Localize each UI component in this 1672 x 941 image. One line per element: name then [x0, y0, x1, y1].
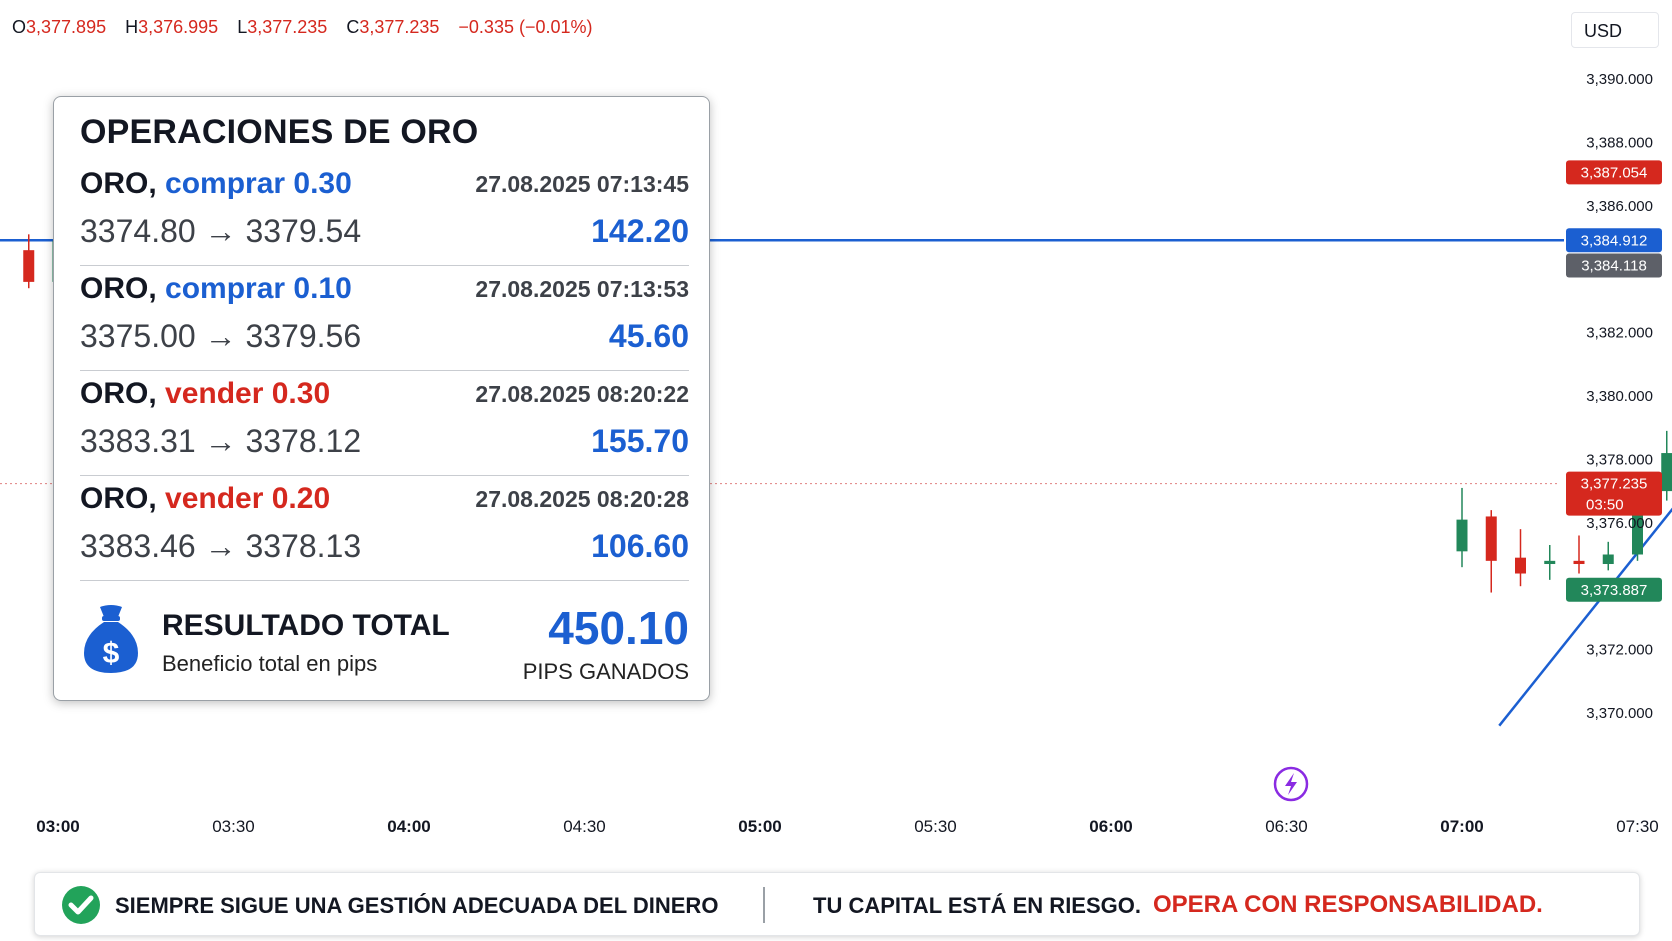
banner-responsibility: OPERA CON RESPONSABILIDAD.	[1153, 891, 1543, 918]
x-axis-label: 07:30	[1616, 817, 1659, 836]
currency-selector[interactable]: USD	[1571, 12, 1659, 48]
trade-side: vender	[165, 482, 264, 515]
open-key: O	[12, 17, 27, 37]
y-axis-label: 3,388.000	[1586, 134, 1653, 151]
trade-side: comprar	[165, 167, 286, 200]
total-unit: PIPS GANADOS	[522, 659, 689, 684]
banner-money-management: SIEMPRE SIGUE UNA GESTIÓN ADECUADA DEL D…	[115, 893, 719, 918]
total-value: 450.10	[548, 602, 689, 654]
trade-pips: 155.70	[591, 423, 689, 459]
y-axis-label: 3,370.000	[1586, 705, 1653, 722]
panel-title: OPERACIONES DE ORO	[80, 113, 479, 151]
candle	[1485, 510, 1497, 593]
trade-lot: 0.20	[271, 482, 331, 515]
trend-line[interactable]	[1498, 238, 1672, 727]
x-axis-label: 04:00	[387, 817, 430, 836]
trade-lot: 0.30	[293, 167, 352, 200]
trade-lot: 0.30	[271, 377, 331, 410]
candle	[1602, 541, 1614, 571]
price-tag-value: 3,377.235	[1581, 476, 1648, 493]
trade-symbol: ORO,	[80, 377, 157, 410]
trade-title: ORO, comprar 0.30	[80, 167, 352, 201]
trade-side: comprar	[165, 272, 286, 305]
y-axis-label: 3,390.000	[1586, 71, 1653, 88]
trade-symbol: ORO,	[80, 272, 157, 305]
price-tag: 3,384.912	[1566, 228, 1662, 253]
trade-title: ORO, vender 0.20	[80, 482, 330, 516]
candle	[23, 234, 35, 289]
close-value: 3,377.235	[359, 17, 440, 37]
money-bag-icon: $	[84, 605, 138, 673]
total-subtitle: Beneficio total en pips	[162, 651, 378, 676]
trade-symbol: ORO,	[80, 482, 157, 515]
trade-date: 27.08.2025 07:13:45	[475, 171, 689, 197]
y-axis-label: 3,386.000	[1586, 198, 1653, 215]
lightning-icon[interactable]	[1273, 766, 1309, 802]
candle	[1573, 535, 1585, 574]
price-tag-value: 3,387.054	[1581, 164, 1648, 181]
x-axis-label: 06:00	[1089, 817, 1132, 836]
y-axis-label: 3,382.000	[1586, 325, 1653, 342]
y-axis-label: 3,378.000	[1586, 451, 1653, 468]
total-result: $ RESULTADO TOTAL Beneficio total en pip…	[80, 581, 689, 701]
trade-side: vender	[165, 377, 264, 410]
price-tag: 3,373.887	[1566, 577, 1662, 602]
low-value: 3,377.235	[247, 17, 328, 37]
y-axis-label: 3,372.000	[1586, 642, 1653, 659]
low-key: L	[237, 17, 248, 37]
candle	[1456, 487, 1468, 568]
candle	[1661, 430, 1672, 501]
ohlc-readout: O3,377.895 H3,376.995 L3,377.235 C3,377.…	[12, 17, 607, 38]
high-value: 3,376.995	[138, 17, 219, 37]
trade-pips: 45.60	[608, 318, 689, 354]
price-tag: 3,377.235 03:50	[1566, 471, 1662, 516]
change-value: −0.335 (−0.01%)	[458, 17, 593, 37]
x-axis-label: 03:00	[36, 817, 79, 836]
risk-banner: SIEMPRE SIGUE UNA GESTIÓN ADECUADA DEL D…	[34, 872, 1640, 936]
trade-row: ORO, vender 0.30 27.08.2025 08:20:22 3383.…	[80, 371, 689, 476]
trade-row: ORO, comprar 0.10 27.08.2025 07:13:53 3375…	[80, 266, 689, 371]
price-tag-countdown: 03:50	[1586, 497, 1624, 514]
x-axis-label: 05:30	[914, 817, 957, 836]
trade-title: ORO, comprar 0.10	[80, 272, 352, 306]
open-value: 3,377.895	[26, 17, 107, 37]
trade-prices: 3383.46 → 3378.13	[80, 528, 362, 564]
x-axis-label: 06:30	[1265, 817, 1308, 836]
trade-date: 27.08.2025 08:20:22	[475, 381, 689, 407]
trade-date: 27.08.2025 07:13:53	[475, 276, 689, 302]
trade-lot: 0.10	[293, 272, 352, 305]
trade-title: ORO, vender 0.30	[80, 377, 330, 411]
price-tag-value: 3,384.118	[1581, 257, 1647, 274]
y-axis-label: 3,376.000	[1586, 515, 1653, 532]
price-tag-value: 3,384.912	[1581, 232, 1648, 249]
price-tag: 3,384.118	[1566, 253, 1662, 278]
svg-text:$: $	[103, 637, 120, 670]
check-circle-icon	[62, 886, 100, 924]
x-axis-label: 04:30	[563, 817, 606, 836]
high-key: H	[125, 17, 139, 37]
candle	[1515, 529, 1526, 587]
trades-panel: OPERACIONES DE ORO ORO, comprar 0.30 27.0…	[53, 96, 710, 701]
trade-date: 27.08.2025 08:20:28	[475, 486, 689, 512]
trade-prices: 3383.31 → 3378.12	[80, 423, 362, 459]
banner-divider	[763, 887, 765, 923]
trade-symbol: ORO,	[80, 167, 157, 200]
trade-row: ORO, comprar 0.30 27.08.2025 07:13:45 3374…	[80, 161, 689, 266]
trade-pips: 106.60	[591, 528, 689, 564]
y-axis-label: 3,380.000	[1586, 388, 1653, 405]
total-label: RESULTADO TOTAL	[162, 609, 450, 642]
price-tag-value: 3,373.887	[1581, 582, 1648, 599]
candle	[1544, 544, 1556, 580]
close-key: C	[346, 17, 360, 37]
x-axis-label: 03:30	[212, 817, 255, 836]
banner-risk-warning: TU CAPITAL ESTÁ EN RIESGO.	[813, 893, 1141, 918]
price-chart[interactable]: 3,390.000 3,388.000 3,386.000 3,382.000 3,38…	[0, 0, 1672, 860]
x-axis-label: 05:00	[738, 817, 781, 836]
x-axis-label: 07:00	[1440, 817, 1483, 836]
trade-prices: 3374.80 → 3379.54	[80, 213, 362, 249]
trade-prices: 3375.00 → 3379.56	[80, 318, 362, 354]
price-tag: 3,387.054	[1566, 160, 1662, 185]
trade-row: ORO, vender 0.20 27.08.2025 08:20:28 3383.…	[80, 476, 689, 581]
trade-pips: 142.20	[591, 213, 689, 249]
